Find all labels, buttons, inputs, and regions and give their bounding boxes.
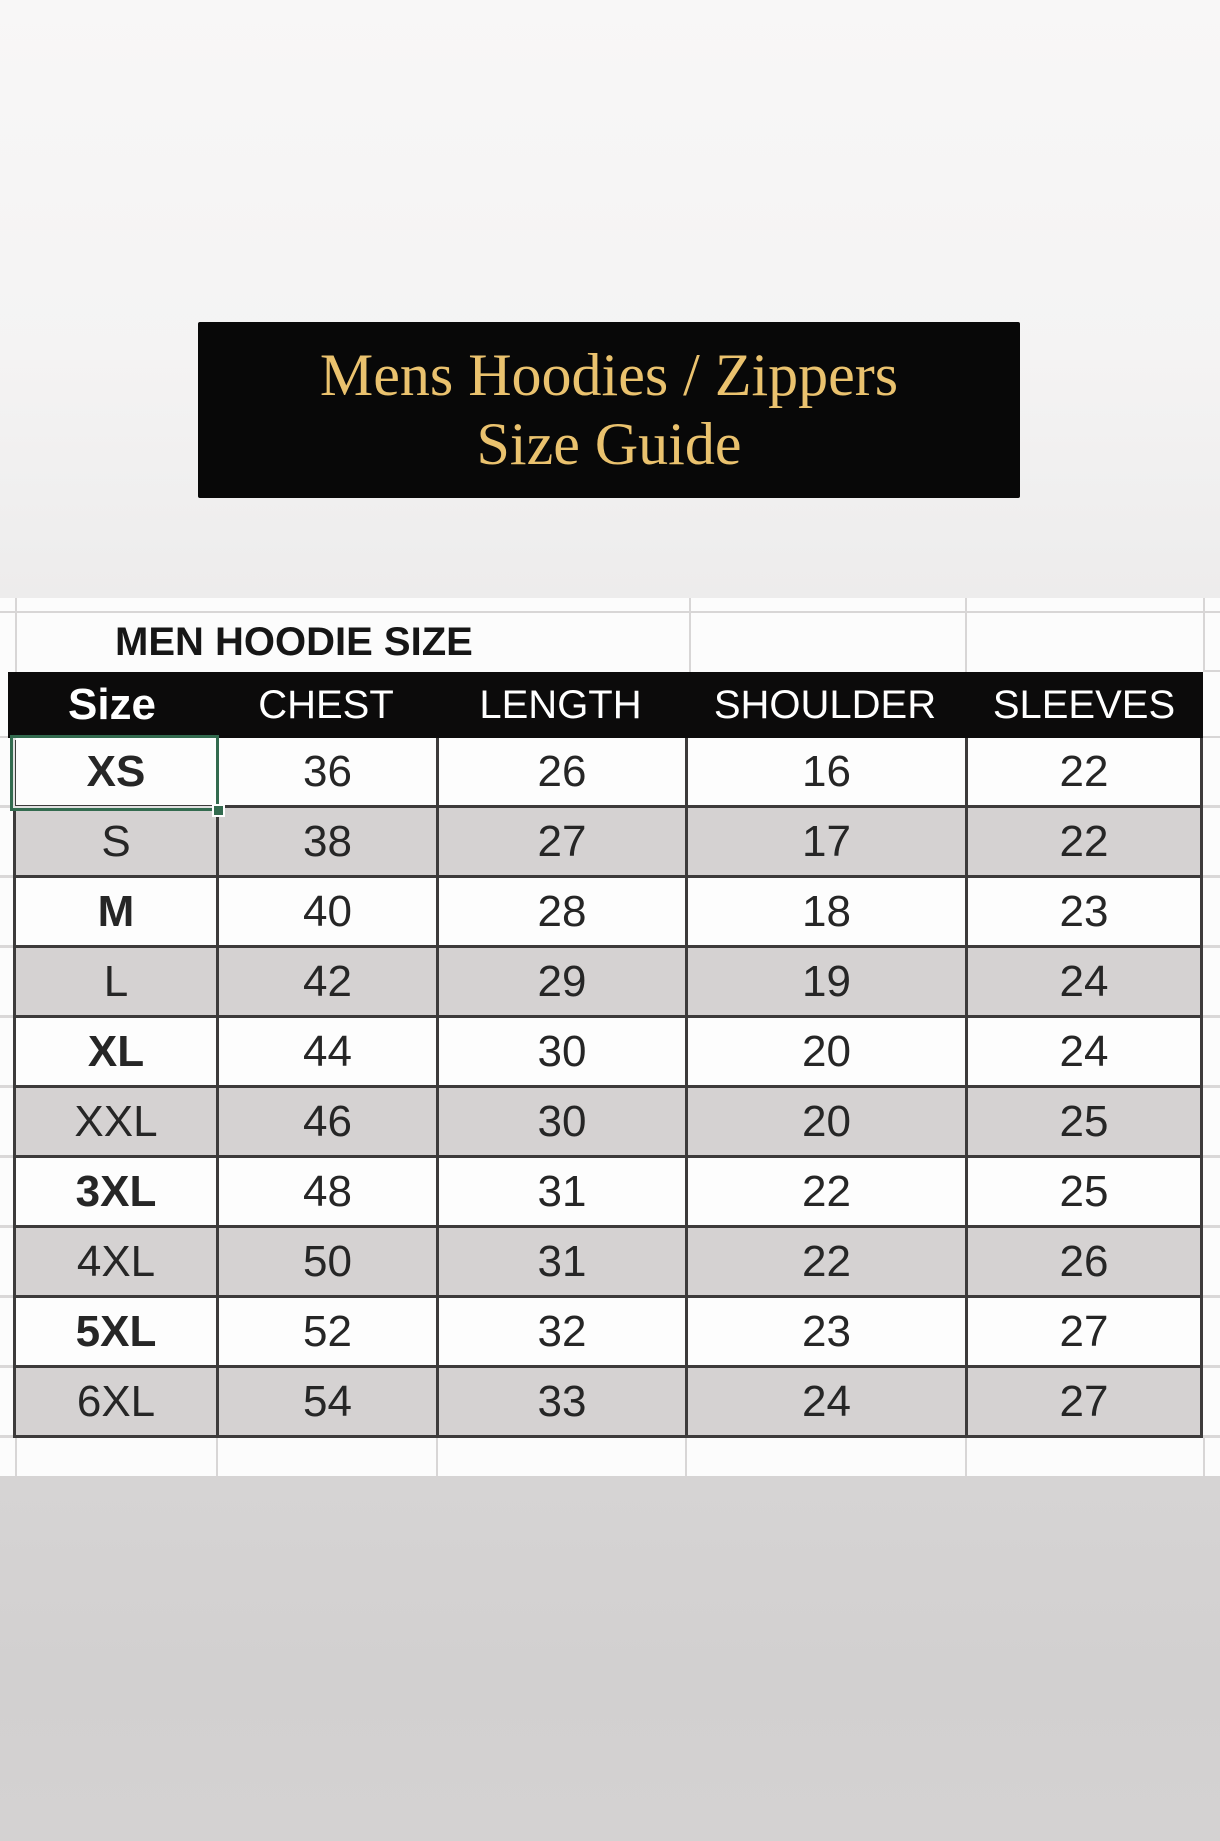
cell-length[interactable]: 31 <box>439 1158 688 1225</box>
table-row-m: M 40 28 18 23 <box>16 878 1200 948</box>
table-row-xxl: XXL 46 30 20 25 <box>16 1088 1200 1158</box>
sheet-title-cell[interactable]: MEN HOODIE SIZE <box>115 619 473 664</box>
table-row-6xl: 6XL 54 33 24 27 <box>16 1368 1200 1438</box>
gridline <box>216 1438 218 1476</box>
cell-chest[interactable]: 36 <box>219 738 439 805</box>
spreadsheet: MEN HOODIE SIZE Size CHEST LENGTH SHOULD… <box>0 598 1220 1476</box>
cell-shoulder[interactable]: 20 <box>688 1018 968 1085</box>
size-table: XS 36 26 16 22 S 38 27 17 22 M 40 28 18 … <box>13 738 1203 1438</box>
cell-size[interactable]: 6XL <box>16 1368 219 1435</box>
cell-sleeves[interactable]: 25 <box>1059 1096 1109 1146</box>
cell-size[interactable]: 5XL <box>16 1298 219 1365</box>
cell-size[interactable]: M <box>16 878 219 945</box>
header-cell-shoulder[interactable]: SHOULDER <box>713 682 937 727</box>
gridline <box>1203 1438 1205 1476</box>
cell-size[interactable]: S <box>16 808 219 875</box>
active-cell-selection <box>10 735 225 817</box>
cell-sleeves[interactable]: 22 <box>1059 816 1109 866</box>
cell-sleeves[interactable]: 25 <box>1059 1166 1109 1216</box>
cell-length[interactable]: 28 <box>439 878 688 945</box>
fill-handle[interactable] <box>212 804 225 817</box>
cell-length[interactable]: 30 <box>439 1088 688 1155</box>
gridline <box>1203 598 1205 672</box>
cell-shoulder[interactable]: 18 <box>688 878 968 945</box>
cell-shoulder[interactable]: 24 <box>688 1368 968 1435</box>
cell-chest[interactable]: 42 <box>219 948 439 1015</box>
banner-line1: Mens Hoodies / Zippers <box>319 342 899 408</box>
cell-size[interactable]: 4XL <box>16 1228 219 1295</box>
cell-shoulder[interactable]: 20 <box>688 1088 968 1155</box>
header-cell-length[interactable]: LENGTH <box>479 682 642 727</box>
gridline <box>965 598 967 672</box>
banner-line2: Size Guide <box>476 411 742 477</box>
cell-shoulder[interactable]: 22 <box>688 1228 968 1295</box>
cell-chest[interactable]: 44 <box>219 1018 439 1085</box>
sheet-left-margin <box>0 738 13 1438</box>
gridline <box>1203 736 1220 738</box>
cell-chest[interactable]: 46 <box>219 1088 439 1155</box>
cell-size[interactable]: XL <box>16 1018 219 1085</box>
cell-size[interactable]: XXL <box>16 1088 219 1155</box>
bottom-gray-area <box>0 1476 1220 1841</box>
cell-sleeves[interactable]: 24 <box>1059 1026 1109 1076</box>
cell-size[interactable]: 3XL <box>16 1158 219 1225</box>
gridline <box>965 1438 967 1476</box>
cell-chest[interactable]: 50 <box>219 1228 439 1295</box>
table-header-row: Size CHEST LENGTH SHOULDER SLEEVES <box>8 672 1203 738</box>
table-row-xs: XS 36 26 16 22 <box>16 738 1200 808</box>
cell-sleeves[interactable]: 24 <box>1059 956 1109 1006</box>
cell-sleeves[interactable]: 27 <box>1059 1376 1109 1426</box>
gridline <box>436 1438 438 1476</box>
table-row-5xl: 5XL 52 32 23 27 <box>16 1298 1200 1368</box>
cell-chest[interactable]: 54 <box>219 1368 439 1435</box>
sheet-right-margin <box>1203 738 1220 1438</box>
gridline <box>0 736 13 738</box>
table-row-xl: XL 44 30 20 24 <box>16 1018 1200 1088</box>
banner: Mens Hoodies / Zippers Size Guide <box>198 322 1020 498</box>
cell-length[interactable]: 30 <box>439 1018 688 1085</box>
table-row-s: S 38 27 17 22 <box>16 808 1200 878</box>
cell-length[interactable]: 29 <box>439 948 688 1015</box>
gridline <box>0 611 1220 613</box>
gridline <box>15 1438 17 1476</box>
cell-shoulder[interactable]: 19 <box>688 948 968 1015</box>
cell-length[interactable]: 27 <box>439 808 688 875</box>
cell-chest[interactable]: 48 <box>219 1158 439 1225</box>
cell-sleeves[interactable]: 26 <box>1059 1236 1109 1286</box>
cell-shoulder[interactable]: 17 <box>688 808 968 875</box>
table-row-3xl: 3XL 48 31 22 25 <box>16 1158 1200 1228</box>
cell-shoulder[interactable]: 16 <box>688 738 968 805</box>
cell-chest[interactable]: 52 <box>219 1298 439 1365</box>
gridline <box>689 598 691 672</box>
cell-shoulder[interactable]: 22 <box>688 1158 968 1225</box>
header-cell-sleeves[interactable]: SLEEVES <box>992 682 1176 727</box>
table-row-4xl: 4XL 50 31 22 26 <box>16 1228 1200 1298</box>
cell-size[interactable]: L <box>16 948 219 1015</box>
gridline <box>685 1438 687 1476</box>
top-background <box>0 0 1220 598</box>
header-cell-size[interactable]: Size <box>67 680 157 729</box>
gridline <box>15 598 17 672</box>
cell-chest[interactable]: 38 <box>219 808 439 875</box>
cell-sleeves[interactable]: 27 <box>1059 1306 1109 1356</box>
cell-length[interactable]: 31 <box>439 1228 688 1295</box>
cell-shoulder[interactable]: 23 <box>688 1298 968 1365</box>
cell-length[interactable]: 32 <box>439 1298 688 1365</box>
cell-chest[interactable]: 40 <box>219 878 439 945</box>
gridline <box>1203 670 1220 672</box>
cell-length[interactable]: 26 <box>439 738 688 805</box>
cell-sleeves[interactable]: 22 <box>1059 746 1109 796</box>
cell-length[interactable]: 33 <box>439 1368 688 1435</box>
cell-sleeves[interactable]: 23 <box>1059 886 1109 936</box>
table-row-l: L 42 29 19 24 <box>16 948 1200 1018</box>
header-cell-chest[interactable]: CHEST <box>258 682 394 727</box>
